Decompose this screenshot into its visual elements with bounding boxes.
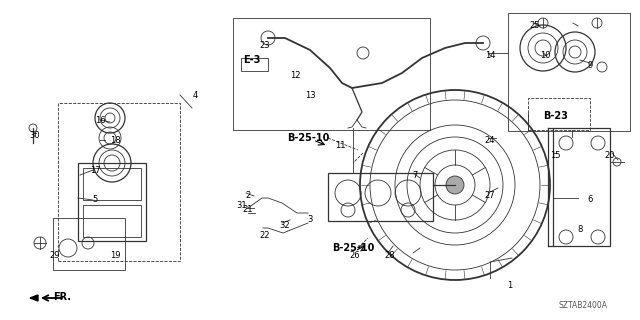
Text: 15: 15 xyxy=(550,150,560,159)
Text: 21: 21 xyxy=(243,205,253,214)
Bar xyxy=(53,218,125,270)
Text: 25: 25 xyxy=(530,20,540,29)
Text: 12: 12 xyxy=(290,70,300,79)
Text: 23: 23 xyxy=(260,41,270,50)
Text: 2: 2 xyxy=(245,190,251,199)
Polygon shape xyxy=(30,295,38,301)
Text: B-25-10: B-25-10 xyxy=(332,243,374,253)
Text: 10: 10 xyxy=(540,51,550,60)
Text: E-3: E-3 xyxy=(243,55,260,65)
Text: 24: 24 xyxy=(484,135,495,145)
Text: B-23: B-23 xyxy=(543,111,568,121)
Text: 17: 17 xyxy=(90,165,100,174)
Text: 3: 3 xyxy=(307,215,313,225)
Bar xyxy=(528,98,590,130)
Text: 18: 18 xyxy=(109,135,120,145)
Text: 19: 19 xyxy=(109,251,120,260)
Text: B-25-10: B-25-10 xyxy=(287,133,329,143)
Text: 5: 5 xyxy=(92,196,98,204)
Text: FR.: FR. xyxy=(53,292,71,302)
Bar xyxy=(83,205,141,237)
Text: 27: 27 xyxy=(484,190,495,199)
Text: 29: 29 xyxy=(50,251,60,260)
Text: 4: 4 xyxy=(193,91,198,100)
Text: 7: 7 xyxy=(412,171,418,180)
Text: 26: 26 xyxy=(349,251,360,260)
Bar xyxy=(78,163,146,241)
Text: 6: 6 xyxy=(588,196,593,204)
Text: SZTAB2400A: SZTAB2400A xyxy=(559,300,607,309)
Text: 22: 22 xyxy=(260,230,270,239)
Text: 16: 16 xyxy=(95,116,106,124)
Text: 1: 1 xyxy=(508,281,513,290)
Text: 31: 31 xyxy=(237,201,247,210)
Text: 9: 9 xyxy=(588,60,593,69)
Bar xyxy=(328,173,433,221)
Circle shape xyxy=(446,176,464,194)
Bar xyxy=(553,128,610,246)
Text: 32: 32 xyxy=(280,220,291,229)
Text: 8: 8 xyxy=(577,226,582,235)
Text: 14: 14 xyxy=(484,51,495,60)
Text: 28: 28 xyxy=(385,251,396,260)
Bar xyxy=(83,168,141,200)
Text: 30: 30 xyxy=(29,131,40,140)
Text: 20: 20 xyxy=(605,150,615,159)
Text: 13: 13 xyxy=(305,91,316,100)
Text: 11: 11 xyxy=(335,140,345,149)
Bar xyxy=(233,18,430,130)
Bar xyxy=(241,58,268,71)
Bar xyxy=(508,13,630,131)
Bar xyxy=(58,103,180,261)
